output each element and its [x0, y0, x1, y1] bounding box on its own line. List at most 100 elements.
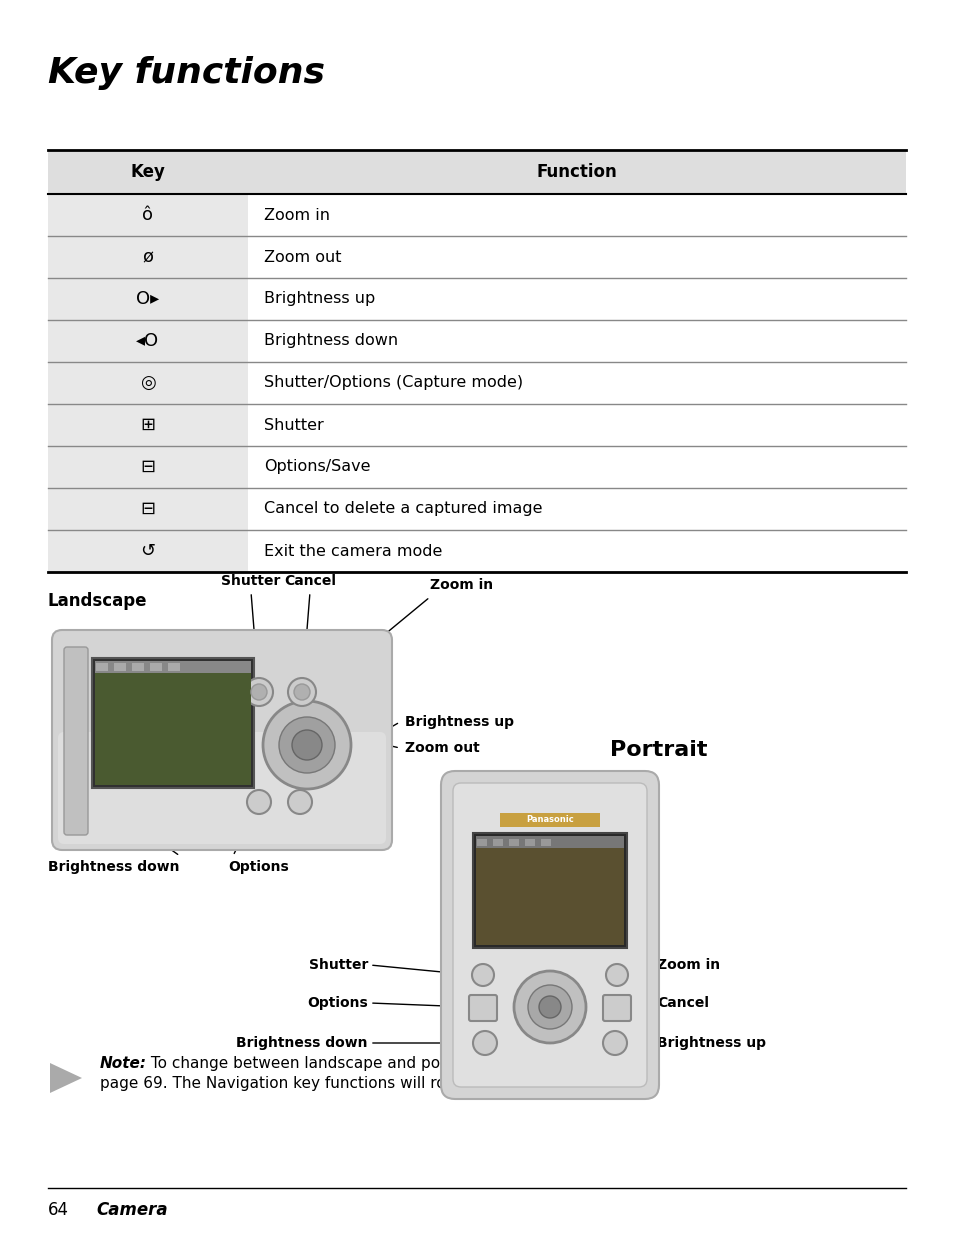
Circle shape	[473, 1031, 497, 1055]
Text: ◂O: ◂O	[136, 332, 159, 350]
Text: Zoom in: Zoom in	[264, 208, 330, 223]
Text: Cancel to delete a captured image: Cancel to delete a captured image	[264, 502, 542, 517]
Text: Zoom out: Zoom out	[405, 741, 479, 754]
Text: Zoom out: Zoom out	[512, 1084, 587, 1099]
Text: Brightness down: Brightness down	[236, 1036, 368, 1050]
Text: Cancel: Cancel	[657, 996, 708, 1010]
Text: ø: ø	[142, 248, 153, 266]
Bar	[48, 278, 248, 320]
Text: Zoom out: Zoom out	[264, 249, 341, 264]
Circle shape	[251, 684, 267, 700]
Bar	[48, 362, 248, 403]
Bar	[540, 839, 551, 847]
Bar	[248, 403, 905, 446]
Text: Landscape: Landscape	[48, 593, 148, 610]
Bar	[493, 839, 502, 847]
FancyBboxPatch shape	[58, 732, 386, 844]
Text: Shutter: Shutter	[221, 574, 280, 588]
Text: Key: Key	[131, 163, 165, 181]
FancyBboxPatch shape	[64, 647, 88, 835]
Bar	[248, 530, 905, 571]
Bar	[48, 446, 248, 488]
Text: Cancel: Cancel	[284, 574, 335, 588]
Bar	[96, 664, 108, 671]
Bar	[248, 320, 905, 362]
Circle shape	[247, 791, 271, 814]
Text: Portrait: Portrait	[609, 740, 707, 759]
Circle shape	[278, 717, 335, 773]
Text: Camera: Camera	[96, 1201, 168, 1219]
Circle shape	[527, 985, 572, 1030]
Bar	[132, 664, 144, 671]
Text: Shutter: Shutter	[264, 417, 323, 432]
Text: Brightness down: Brightness down	[48, 860, 179, 874]
Bar	[509, 839, 518, 847]
Circle shape	[288, 679, 315, 706]
Text: Shutter: Shutter	[309, 957, 368, 972]
Circle shape	[538, 996, 560, 1018]
Bar	[248, 194, 905, 237]
Text: page 69. The Navigation key functions will rotate accordingly.: page 69. The Navigation key functions wi…	[100, 1076, 572, 1091]
Polygon shape	[50, 1063, 82, 1093]
Circle shape	[294, 684, 310, 700]
Bar	[248, 278, 905, 320]
Text: ô: ô	[142, 205, 153, 224]
Circle shape	[605, 964, 627, 986]
Text: Brightness down: Brightness down	[264, 334, 397, 349]
Bar	[476, 835, 623, 848]
Text: 64: 64	[48, 1201, 69, 1219]
Text: Zoom in: Zoom in	[657, 957, 720, 972]
Bar	[248, 237, 905, 278]
Bar	[48, 149, 905, 194]
Bar	[524, 839, 535, 847]
Bar	[48, 320, 248, 362]
Text: ↺: ↺	[140, 542, 155, 560]
Bar	[48, 488, 248, 530]
Bar	[91, 659, 253, 788]
Text: Options: Options	[228, 860, 289, 874]
Text: ⊟: ⊟	[140, 458, 155, 476]
Text: To change between landscape and portrait see “Change Style” on: To change between landscape and portrait…	[146, 1056, 656, 1071]
Circle shape	[514, 971, 585, 1043]
FancyBboxPatch shape	[453, 783, 646, 1087]
Bar	[476, 848, 623, 945]
Text: Options/Save: Options/Save	[264, 459, 370, 474]
Circle shape	[245, 679, 273, 706]
Text: ◎: ◎	[140, 374, 155, 392]
Text: Zoom in: Zoom in	[430, 578, 493, 593]
Text: O▸: O▸	[136, 290, 159, 308]
Text: ⊟: ⊟	[140, 500, 155, 518]
Bar	[168, 664, 180, 671]
Bar	[48, 237, 248, 278]
Text: Options: Options	[307, 996, 368, 1010]
Bar	[248, 488, 905, 530]
Bar	[499, 813, 599, 827]
Text: Function: Function	[536, 163, 617, 181]
Circle shape	[292, 730, 322, 759]
Bar	[113, 664, 126, 671]
Bar	[248, 446, 905, 488]
Bar	[473, 833, 626, 947]
FancyBboxPatch shape	[602, 995, 630, 1021]
FancyBboxPatch shape	[469, 995, 497, 1021]
Bar	[476, 839, 486, 847]
FancyBboxPatch shape	[52, 630, 392, 850]
Circle shape	[602, 1031, 626, 1055]
Bar	[248, 362, 905, 403]
Text: Key functions: Key functions	[48, 56, 325, 90]
Text: Shutter/Options (Capture mode): Shutter/Options (Capture mode)	[264, 376, 522, 391]
Bar	[95, 674, 251, 786]
Text: ⊞: ⊞	[140, 416, 155, 435]
Circle shape	[263, 701, 351, 789]
Bar	[48, 194, 248, 237]
Text: Brightness up: Brightness up	[264, 291, 375, 306]
Bar	[95, 661, 251, 674]
Text: Exit the camera mode: Exit the camera mode	[264, 544, 442, 559]
Text: Panasonic: Panasonic	[525, 815, 574, 824]
Bar	[48, 530, 248, 571]
Text: Brightness up: Brightness up	[405, 715, 514, 730]
Circle shape	[288, 791, 312, 814]
Bar	[150, 664, 162, 671]
Text: Brightness up: Brightness up	[657, 1036, 765, 1050]
Text: Note:: Note:	[100, 1056, 147, 1071]
